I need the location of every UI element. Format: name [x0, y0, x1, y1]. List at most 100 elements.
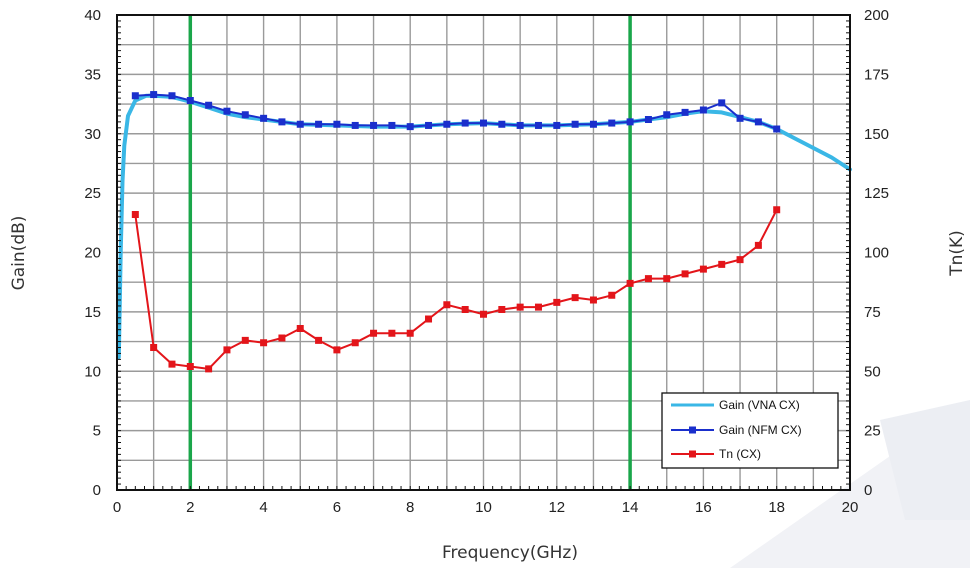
data-point-tn	[644, 275, 652, 283]
data-point-nfm	[296, 120, 304, 128]
data-point-nfm	[425, 121, 433, 129]
data-point-tn	[406, 329, 414, 337]
series-line-nfm	[134, 93, 778, 130]
y-left-tick-label: 0	[93, 482, 101, 499]
data-point-tn	[498, 306, 506, 313]
y-right-tick-label: 75	[864, 304, 881, 321]
y-left-tick-label: 15	[84, 304, 101, 321]
y-right-tick-label: 150	[864, 126, 889, 143]
data-point-nfm	[663, 111, 671, 119]
data-point-nfm	[150, 91, 158, 99]
y-right-tick-label: 100	[864, 245, 889, 262]
series-layer	[116, 91, 852, 373]
data-point-tn	[296, 325, 304, 332]
data-point-tn	[278, 334, 286, 342]
marker-lines	[188, 15, 632, 490]
series-line-tn	[134, 208, 778, 370]
data-point-nfm	[351, 121, 359, 129]
y-left-tick-label: 5	[93, 423, 101, 440]
data-point-tn	[205, 365, 213, 373]
y-right-tick-label: 25	[864, 423, 881, 440]
legend: Gain (VNA CX) Gain (NFM CX) Tn (CX)	[661, 392, 839, 469]
data-point-tn	[681, 270, 689, 278]
data-point-tn	[608, 291, 616, 299]
data-point-nfm	[131, 92, 139, 100]
data-point-tn	[718, 260, 726, 268]
data-point-tn	[150, 344, 158, 351]
data-point-nfm	[699, 106, 707, 114]
x-tick-label: 18	[768, 499, 785, 516]
data-point-tn	[534, 303, 542, 311]
data-point-tn	[223, 346, 231, 354]
y-left-tick-label: 20	[84, 245, 101, 262]
y-right-tick-label: 125	[864, 185, 889, 202]
data-point-tn	[571, 294, 579, 302]
x-tick-label: 0	[113, 499, 121, 516]
data-point-nfm	[241, 111, 249, 119]
data-point-nfm	[315, 120, 323, 128]
x-tick-label: 14	[622, 499, 639, 516]
data-point-tn	[589, 296, 597, 304]
y-left-tick-label: 10	[84, 363, 101, 380]
data-point-tn	[333, 346, 341, 354]
data-point-tn	[168, 360, 176, 368]
x-tick-label: 4	[259, 499, 267, 516]
data-point-nfm	[644, 116, 652, 123]
data-point-tn	[699, 265, 707, 273]
y-right-axis-label: Tn(K)	[947, 230, 967, 277]
legend-item-tn: Tn (CX)	[671, 447, 761, 461]
data-point-tn	[131, 211, 139, 218]
data-point-tn	[370, 329, 378, 337]
x-tick-label: 20	[842, 499, 859, 516]
data-point-tn	[388, 329, 396, 337]
x-tick-label: 6	[333, 499, 341, 516]
data-point-nfm	[461, 119, 469, 127]
data-point-nfm	[168, 92, 176, 100]
data-point-tn	[315, 336, 323, 344]
data-point-nfm	[388, 121, 396, 129]
legend-item-nfm: Gain (NFM CX)	[671, 423, 802, 437]
data-point-nfm	[186, 97, 194, 104]
data-point-tn	[425, 315, 433, 323]
data-point-nfm	[516, 121, 524, 129]
legend-marker-nfm	[689, 426, 696, 434]
data-point-nfm	[589, 120, 597, 128]
legend-label-vna: Gain (VNA CX)	[719, 398, 800, 412]
data-point-nfm	[498, 120, 506, 128]
data-point-tn	[241, 336, 249, 344]
data-point-nfm	[260, 114, 268, 122]
data-point-nfm	[553, 121, 561, 129]
data-point-tn	[736, 256, 744, 264]
data-point-nfm	[718, 99, 726, 107]
x-axis-label: Frequency(GHz)	[442, 543, 578, 563]
data-point-tn	[461, 306, 469, 313]
data-point-tn	[773, 206, 781, 214]
axes	[116, 14, 851, 491]
data-point-nfm	[480, 119, 487, 127]
legend-marker-tn	[689, 450, 696, 458]
data-point-nfm	[443, 120, 451, 128]
data-point-nfm	[333, 120, 341, 128]
x-tick-label: 10	[475, 499, 492, 516]
y-left-tick-label: 30	[84, 126, 101, 143]
data-point-nfm	[205, 101, 213, 109]
legend-label-nfm: Gain (NFM CX)	[719, 423, 802, 437]
data-point-tn	[663, 275, 671, 283]
data-point-nfm	[754, 118, 762, 126]
data-point-tn	[626, 279, 634, 287]
data-point-nfm	[370, 121, 378, 129]
data-point-tn	[480, 310, 487, 318]
y-right-tick-label: 0	[864, 482, 872, 499]
data-point-tn	[754, 241, 762, 249]
data-point-nfm	[571, 120, 579, 128]
x-tick-label: 16	[695, 499, 712, 516]
x-tick-label: 8	[406, 499, 414, 516]
data-point-nfm	[736, 114, 744, 122]
y-left-axis-label: Gain(dB)	[9, 216, 29, 291]
data-point-nfm	[534, 121, 542, 129]
data-point-tn	[516, 303, 524, 311]
plot-frame	[116, 14, 851, 491]
data-point-tn	[351, 339, 359, 347]
data-point-tn	[260, 339, 268, 347]
data-point-nfm	[681, 108, 689, 116]
